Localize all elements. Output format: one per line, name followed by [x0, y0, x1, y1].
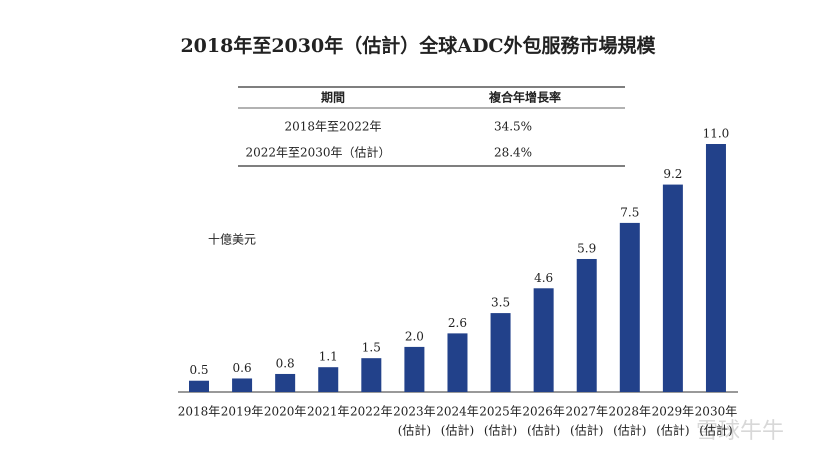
data-label: 1.1 — [319, 350, 338, 364]
x-tick-label: 2018年 — [178, 405, 221, 419]
table-cell: 2018年至2022年 — [284, 120, 381, 134]
x-tick-label: 2021年 — [307, 405, 350, 419]
data-label: 1.5 — [362, 341, 381, 355]
x-tick-label: 2030年 — [695, 405, 738, 419]
bar — [361, 358, 382, 392]
x-tick-label: (估計) — [527, 423, 560, 438]
bar — [447, 333, 468, 392]
table-header: 複合年增長率 — [488, 90, 561, 105]
x-tick-label: 2019年 — [221, 405, 264, 419]
data-label: 2.6 — [448, 316, 467, 330]
table-cell: 34.5% — [494, 120, 532, 134]
data-label: 2.0 — [405, 329, 424, 343]
x-tick-label: (估計) — [656, 423, 689, 438]
x-tick-label: (估計) — [570, 423, 603, 438]
y-axis-label: 十億美元 — [208, 233, 256, 247]
data-label: 5.9 — [577, 241, 596, 255]
x-tick-label: 2020年 — [264, 405, 307, 419]
data-label: 3.5 — [491, 296, 510, 310]
x-tick-label: 2027年 — [565, 405, 608, 419]
x-tick-label: (估計) — [613, 423, 646, 438]
x-tick-label: 2029年 — [652, 405, 695, 419]
data-label: 0.8 — [276, 356, 295, 370]
x-tick-label: 2023年 — [393, 405, 436, 419]
data-label: 0.6 — [233, 361, 252, 375]
bar — [189, 380, 209, 392]
bar — [490, 313, 511, 392]
table-cell: 2022年至2030年（估計） — [245, 145, 390, 160]
x-tick-label: 2022年 — [350, 405, 393, 419]
bar — [404, 346, 425, 392]
bar — [318, 367, 339, 392]
bar — [576, 258, 597, 392]
x-tick-label: 2026年 — [522, 405, 565, 419]
x-tick-label: 2024年 — [436, 405, 479, 419]
table-cell: 28.4% — [494, 146, 532, 160]
x-tick-label: (估計) — [398, 423, 431, 438]
bar — [533, 288, 554, 392]
data-label: 4.6 — [534, 271, 553, 285]
bar — [705, 144, 726, 392]
x-tick-label: 2028年 — [609, 405, 652, 419]
data-label: 0.5 — [189, 363, 208, 377]
x-tick-label: (估計) — [441, 423, 474, 438]
watermark: 雪球牛牛 — [696, 419, 784, 444]
bar — [275, 373, 296, 392]
data-label: 9.2 — [663, 167, 682, 181]
data-label: 7.5 — [620, 205, 639, 219]
x-tick-label: (估計) — [699, 423, 732, 438]
bar — [662, 184, 683, 392]
x-tick-label: 2025年 — [479, 405, 522, 419]
data-label: 11.0 — [703, 127, 730, 141]
bar — [232, 378, 253, 392]
table-header: 期間 — [321, 90, 345, 105]
bar — [619, 222, 640, 392]
x-tick-label: (估計) — [484, 423, 517, 438]
chart-title: 2018年至2030年（估計）全球ADC外包服務市場規模 — [180, 34, 656, 57]
